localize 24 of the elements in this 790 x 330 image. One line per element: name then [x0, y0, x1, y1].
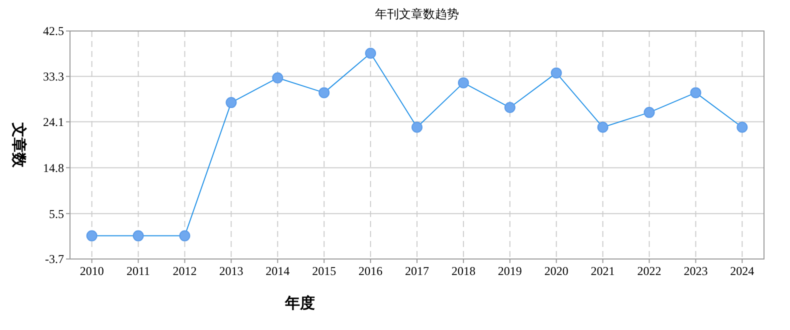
x-tick-label: 2013 — [219, 264, 244, 278]
x-tick-label: 2010 — [80, 264, 104, 278]
x-tick-label: 2015 — [312, 264, 336, 278]
x-tick-label: 2016 — [358, 264, 383, 278]
x-tick-label: 2019 — [498, 264, 522, 278]
y-tick-label: 5.5 — [49, 206, 64, 221]
y-tick-label: -3.7 — [45, 252, 64, 266]
y-axis-title: 文章数 — [10, 122, 28, 168]
y-tick-label: 33.3 — [43, 70, 64, 84]
x-tick-label: 2018 — [451, 264, 476, 278]
y-tick-label: 24.1 — [43, 115, 64, 130]
chart-title: 年刊文章数趋势 — [375, 7, 459, 21]
x-tick-label: 2011 — [126, 264, 150, 278]
y-tick-label: 42.5 — [43, 24, 64, 38]
x-tick-label: 2023 — [684, 264, 708, 278]
x-tick-label: 2014 — [266, 264, 290, 278]
x-tick-label: 2024 — [730, 264, 754, 278]
x-tick-label: 2021 — [590, 264, 615, 278]
x-axis-title: 年度 — [284, 294, 315, 312]
y-tick-label: 14.8 — [43, 160, 64, 175]
x-tick-label: 2020 — [544, 264, 568, 278]
x-tick-label: 2017 — [405, 264, 429, 278]
x-tick-label: 2012 — [172, 264, 197, 278]
x-tick-label: 2022 — [637, 264, 662, 278]
